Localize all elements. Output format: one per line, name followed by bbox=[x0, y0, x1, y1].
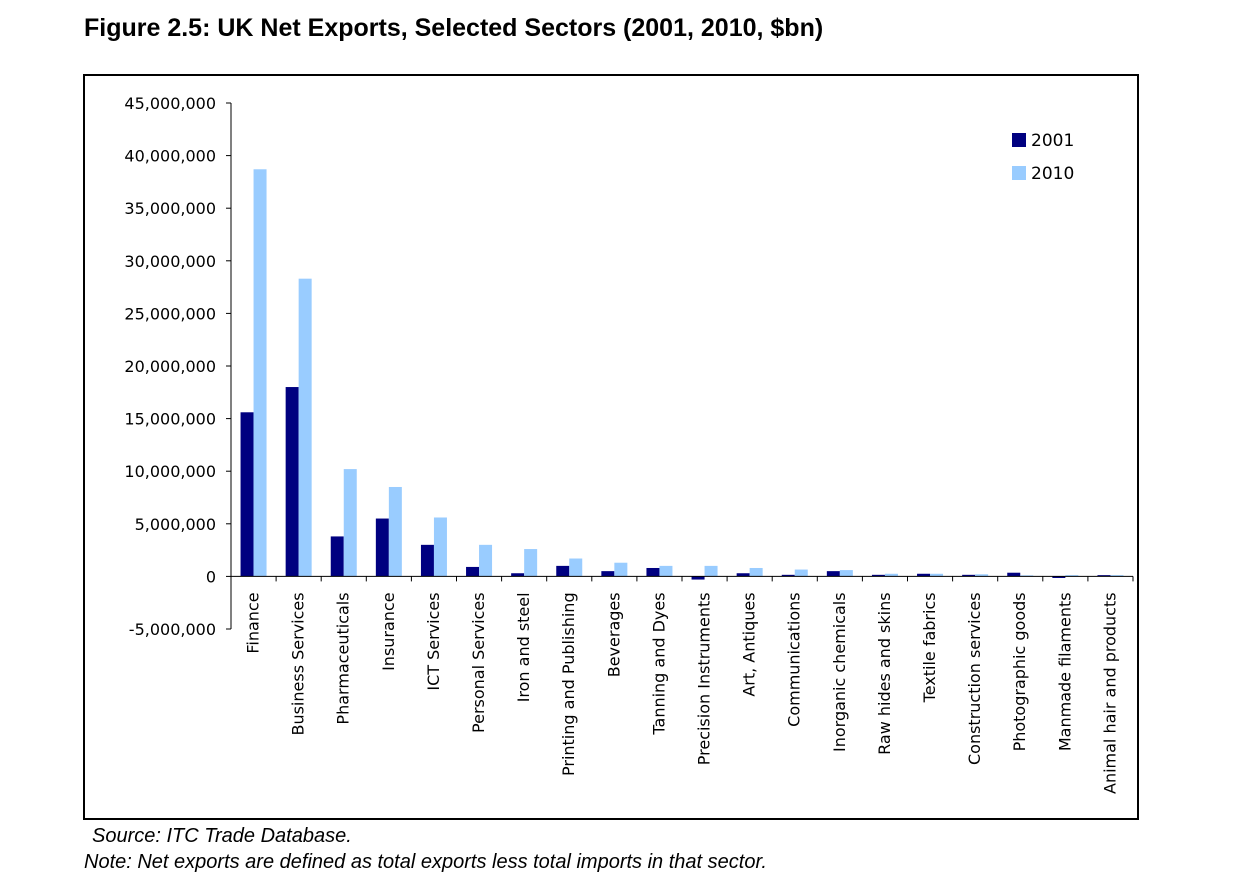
y-tick-label: 5,000,000 bbox=[135, 515, 216, 534]
bar-2010-animal-hair-and-products bbox=[1110, 575, 1124, 577]
bar-2001-raw-hides-and-skins bbox=[871, 574, 885, 577]
source-note: Source: ITC Trade Database. bbox=[92, 825, 352, 847]
y-tick-label: 10,000,000 bbox=[124, 462, 216, 481]
y-tick-label: 40,000,000 bbox=[124, 147, 216, 166]
category-label-business-services: Business Services bbox=[289, 592, 308, 735]
bar-2010-inorganic-chemicals bbox=[839, 570, 853, 577]
bar-2010-textile-fabrics bbox=[930, 573, 944, 577]
bar-2001-tanning-and-dyes bbox=[646, 567, 660, 577]
figure-title: Figure 2.5: UK Net Exports, Selected Sec… bbox=[84, 14, 824, 42]
bar-2001-ict-services bbox=[420, 544, 434, 577]
category-label-personal-services: Personal Services bbox=[469, 592, 488, 733]
bar-2001-beverages bbox=[601, 571, 615, 577]
category-label-art-antiques: Art, Antiques bbox=[740, 592, 759, 696]
category-label-raw-hides-and-skins: Raw hides and skins bbox=[875, 592, 894, 754]
bar-2010-pharmaceuticals bbox=[343, 469, 357, 577]
bar-2001-construction-services bbox=[962, 574, 976, 577]
y-tick-label: 45,000,000 bbox=[124, 94, 216, 113]
bar-2001-personal-services bbox=[466, 566, 480, 577]
legend-label-2001: 2001 bbox=[1031, 131, 1074, 151]
bar-2001-manmade-filaments bbox=[1052, 576, 1066, 578]
category-label-inorganic-chemicals: Inorganic chemicals bbox=[830, 592, 849, 752]
bar-2001-finance bbox=[240, 412, 254, 577]
category-label-beverages: Beverages bbox=[604, 592, 623, 677]
category-label-insurance: Insurance bbox=[379, 592, 398, 671]
bar-2010-construction-services bbox=[975, 574, 989, 577]
y-tick-label: 30,000,000 bbox=[124, 252, 216, 271]
bar-2010-insurance bbox=[388, 486, 402, 577]
bar-chart: 45,000,000 40,000,000 35,000,000 30,000,000… bbox=[124, 94, 1134, 794]
bar-2010-ict-services bbox=[433, 517, 447, 577]
category-label-precision-instruments: Precision Instruments bbox=[695, 592, 714, 765]
legend-label-2010: 2010 bbox=[1031, 164, 1074, 184]
bar-2001-photographic-goods bbox=[1007, 572, 1021, 577]
y-tick-label: 0 bbox=[206, 567, 216, 586]
bar-2010-personal-services bbox=[479, 544, 493, 577]
y-tick-label: 25,000,000 bbox=[124, 304, 216, 323]
category-label-iron-and-steel: Iron and steel bbox=[514, 592, 533, 702]
legend-swatch-2010 bbox=[1012, 166, 1026, 180]
category-label-textile-fabrics: Textile fabrics bbox=[920, 592, 939, 703]
bar-2010-art-antiques bbox=[749, 567, 763, 577]
bar-2010-iron-and-steel bbox=[524, 549, 538, 577]
bar-2010-photographic-goods bbox=[1020, 575, 1034, 577]
bar-2001-insurance bbox=[375, 518, 389, 577]
x-axis bbox=[230, 575, 1134, 582]
category-label-ict-services: ICT Services bbox=[424, 592, 443, 690]
chart-frame: 45,000,000 40,000,000 35,000,000 30,000,000… bbox=[83, 74, 1139, 820]
bar-2001-iron-and-steel bbox=[511, 573, 525, 577]
y-tick-label: 20,000,000 bbox=[124, 357, 216, 376]
category-label-printing-and-publishing: Printing and Publishing bbox=[559, 592, 578, 776]
bar-2001-business-services bbox=[285, 387, 299, 577]
bar-2001-textile-fabrics bbox=[917, 573, 931, 577]
category-label-manmade-filaments: Manmade filaments bbox=[1055, 592, 1074, 751]
category-label-photographic-goods: Photographic goods bbox=[1010, 592, 1029, 751]
bar-2010-communications bbox=[794, 569, 808, 577]
category-label-construction-services: Construction services bbox=[965, 592, 984, 765]
bar-2001-precision-instruments bbox=[691, 576, 705, 580]
definition-note: Note: Net exports are defined as total e… bbox=[84, 851, 767, 873]
bar-2010-printing-and-publishing bbox=[569, 558, 583, 577]
bar-2001-art-antiques bbox=[736, 573, 750, 577]
category-label-communications: Communications bbox=[785, 592, 804, 726]
y-tick-label: -5,000,000 bbox=[129, 620, 216, 639]
category-label-tanning-and-dyes: Tanning and Dyes bbox=[649, 592, 668, 735]
y-axis: 45,000,000 40,000,000 35,000,000 30,000,000… bbox=[124, 94, 232, 639]
category-label-animal-hair-and-products: Animal hair and products bbox=[1100, 592, 1119, 794]
bar-2001-printing-and-publishing bbox=[556, 565, 570, 577]
bars bbox=[240, 169, 1124, 580]
legend: 2001 2010 bbox=[1012, 131, 1074, 184]
bar-2010-beverages bbox=[614, 562, 628, 577]
bar-2010-tanning-and-dyes bbox=[659, 565, 673, 577]
legend-swatch-2001 bbox=[1012, 133, 1026, 147]
category-label-finance: Finance bbox=[244, 592, 263, 653]
bar-2001-pharmaceuticals bbox=[330, 536, 344, 577]
bar-2001-animal-hair-and-products bbox=[1097, 575, 1111, 577]
bar-2010-precision-instruments bbox=[704, 565, 718, 577]
category-labels: Finance Business Services Pharmaceuticals I… bbox=[244, 592, 1120, 794]
bar-2010-raw-hides-and-skins bbox=[884, 573, 898, 577]
y-tick-label: 35,000,000 bbox=[124, 199, 216, 218]
category-label-pharmaceuticals: Pharmaceuticals bbox=[334, 592, 353, 724]
bar-2010-manmade-filaments bbox=[1065, 575, 1079, 577]
bar-2010-finance bbox=[253, 169, 267, 577]
y-tick-label: 15,000,000 bbox=[124, 410, 216, 429]
bar-2001-communications bbox=[781, 574, 795, 577]
bar-2001-inorganic-chemicals bbox=[826, 571, 840, 577]
bar-2010-business-services bbox=[298, 278, 312, 577]
